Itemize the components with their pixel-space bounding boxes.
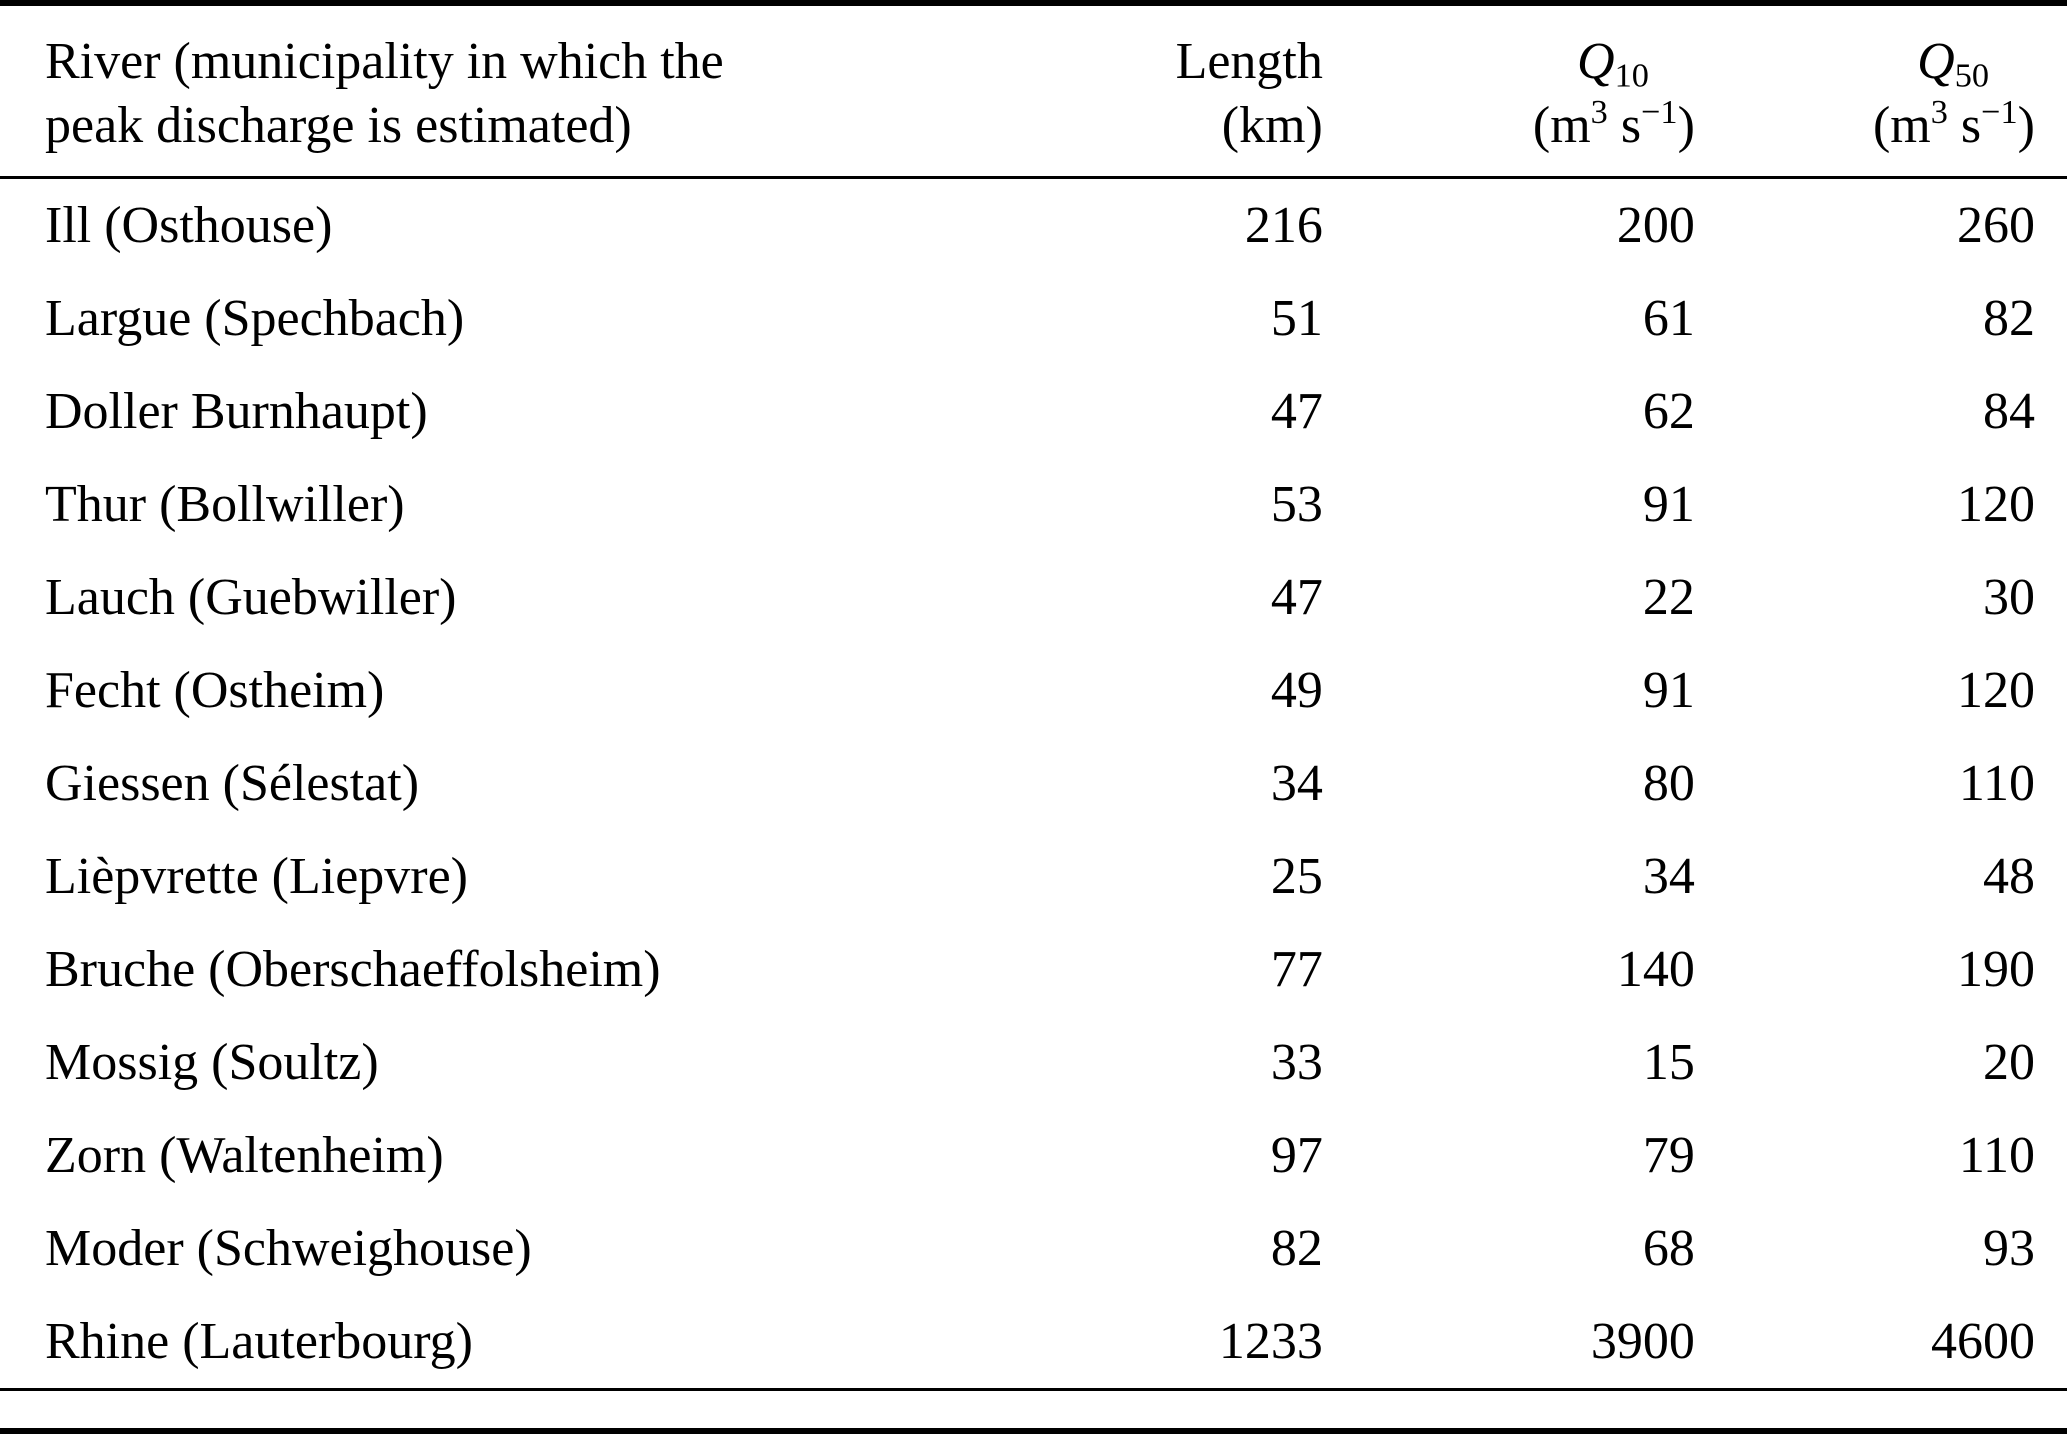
river-name-cell: Bruche (Oberschaeffolsheim): [45, 941, 661, 998]
q-symbol: Q: [1577, 33, 1615, 90]
table-header: River (municipality in which the peak di…: [0, 3, 2067, 179]
length-value-cell: 33: [1270, 1034, 1323, 1091]
river-name-cell: Largue (Spechbach): [45, 290, 465, 347]
river-name-cell: Mossig (Soultz): [45, 1034, 379, 1091]
header-length-column: Length (km): [992, 3, 1323, 179]
header-q10-unit: (m3 s−1): [1532, 93, 1695, 154]
q10-value-cell: 61: [1642, 290, 1695, 347]
river-name-cell: Rhine (Lauterbourg): [45, 1313, 473, 1370]
header-row: River (municipality in which the peak di…: [0, 3, 2067, 179]
table-row: Fecht (Ostheim) 49 91 120: [0, 644, 2067, 737]
length-value-cell: 34: [1270, 755, 1323, 812]
table-row: Largue (Spechbach) 51 61 82: [0, 272, 2067, 365]
length-value-cell: 1233: [1218, 1313, 1323, 1370]
q-symbol: Q: [1917, 33, 1955, 90]
table-row: Rhine (Lauterbourg) 1233 3900 4600: [0, 1295, 2067, 1390]
q10-value-cell: 62: [1642, 383, 1695, 440]
q50-value-cell: 260: [1957, 197, 2035, 254]
table-body: Ill (Osthouse) 216 200 260 Largue (Spech…: [0, 178, 2067, 1390]
river-name-cell: Giessen (Sélestat): [45, 755, 420, 812]
length-value-cell: 47: [1270, 569, 1323, 626]
header-river-line2: peak discharge is estimated): [45, 97, 632, 154]
river-name-cell: Lauch (Guebwiller): [45, 569, 457, 626]
table-row: Bruche (Oberschaeffolsheim) 77 140 190: [0, 923, 2067, 1016]
q50-value-cell: 120: [1957, 662, 2035, 719]
q10-value-cell: 15: [1642, 1034, 1695, 1091]
q10-value-cell: 68: [1642, 1220, 1695, 1277]
q10-value-cell: 34: [1642, 848, 1695, 905]
q10-value-cell: 22: [1642, 569, 1695, 626]
q50-value-cell: 190: [1957, 941, 2035, 998]
q50-value-cell: 48: [1983, 848, 2035, 905]
table-row: Lauch (Guebwiller) 47 22 30: [0, 551, 2067, 644]
q10-value-cell: 79: [1642, 1127, 1695, 1184]
river-name-cell: Moder (Schweighouse): [45, 1220, 532, 1277]
header-q50-unit: (m3 s−1): [1872, 93, 2035, 154]
q50-value-cell: 82: [1983, 290, 2035, 347]
river-discharge-table: River (municipality in which the peak di…: [0, 0, 2067, 1391]
river-name-cell: Fecht (Ostheim): [45, 662, 385, 719]
q50-value-cell: 30: [1983, 569, 2035, 626]
bottom-rule: [0, 1428, 2067, 1434]
q10-value-cell: 3900: [1590, 1313, 1695, 1370]
q50-value-cell: 84: [1983, 383, 2035, 440]
q10-value-cell: 91: [1642, 476, 1695, 533]
length-value-cell: 47: [1270, 383, 1323, 440]
q50-value-cell: 120: [1957, 476, 2035, 533]
q50-value-cell: 4600: [1931, 1313, 2035, 1370]
table-row: Lièpvrette (Liepvre) 25 34 48: [0, 830, 2067, 923]
river-name-cell: Lièpvrette (Liepvre): [45, 848, 468, 905]
q50-value-cell: 110: [1958, 1127, 2035, 1184]
table-row: Ill (Osthouse) 216 200 260: [0, 178, 2067, 273]
length-value-cell: 49: [1270, 662, 1323, 719]
length-value-cell: 216: [1244, 197, 1323, 254]
header-length-unit: (km): [1221, 97, 1323, 154]
table-row: Thur (Bollwiller) 53 91 120: [0, 458, 2067, 551]
river-name-cell: Ill (Osthouse): [45, 197, 333, 254]
q50-subscript: 50: [1954, 56, 1989, 95]
length-value-cell: 25: [1270, 848, 1323, 905]
q10-subscript: 10: [1614, 56, 1649, 95]
length-value-cell: 97: [1270, 1127, 1323, 1184]
river-name-cell: Zorn (Waltenheim): [45, 1127, 444, 1184]
table-row: Doller Burnhaupt) 47 62 84: [0, 365, 2067, 458]
river-name-cell: Thur (Bollwiller): [45, 476, 405, 533]
length-value-cell: 82: [1270, 1220, 1323, 1277]
header-river-column: River (municipality in which the peak di…: [0, 3, 993, 179]
q50-value-cell: 93: [1983, 1220, 2035, 1277]
q10-value-cell: 140: [1616, 941, 1695, 998]
length-value-cell: 51: [1270, 290, 1323, 347]
q50-value-cell: 110: [1958, 755, 2035, 812]
q50-value-cell: 20: [1983, 1034, 2035, 1091]
length-value-cell: 77: [1270, 941, 1323, 998]
table-row: Moder (Schweighouse) 82 68 93: [0, 1202, 2067, 1295]
header-q10-column: Q10 (m3 s−1): [1322, 3, 1695, 179]
q10-value-cell: 200: [1616, 197, 1695, 254]
river-name-cell: Doller Burnhaupt): [45, 383, 428, 440]
table-row: Giessen (Sélestat) 34 80 110: [0, 737, 2067, 830]
table-row: Zorn (Waltenheim) 97 79 110: [0, 1109, 2067, 1202]
header-q50-column: Q50 (m3 s−1): [1694, 3, 2067, 179]
header-q50-label: Q50: [1695, 30, 2035, 94]
length-value-cell: 53: [1270, 476, 1323, 533]
header-length-label: Length: [1175, 33, 1323, 90]
header-q10-label: Q10: [1323, 30, 1695, 94]
q10-value-cell: 91: [1642, 662, 1695, 719]
table-row: Mossig (Soultz) 33 15 20: [0, 1016, 2067, 1109]
header-river-line1: River (municipality in which the: [45, 33, 724, 90]
q10-value-cell: 80: [1642, 755, 1695, 812]
